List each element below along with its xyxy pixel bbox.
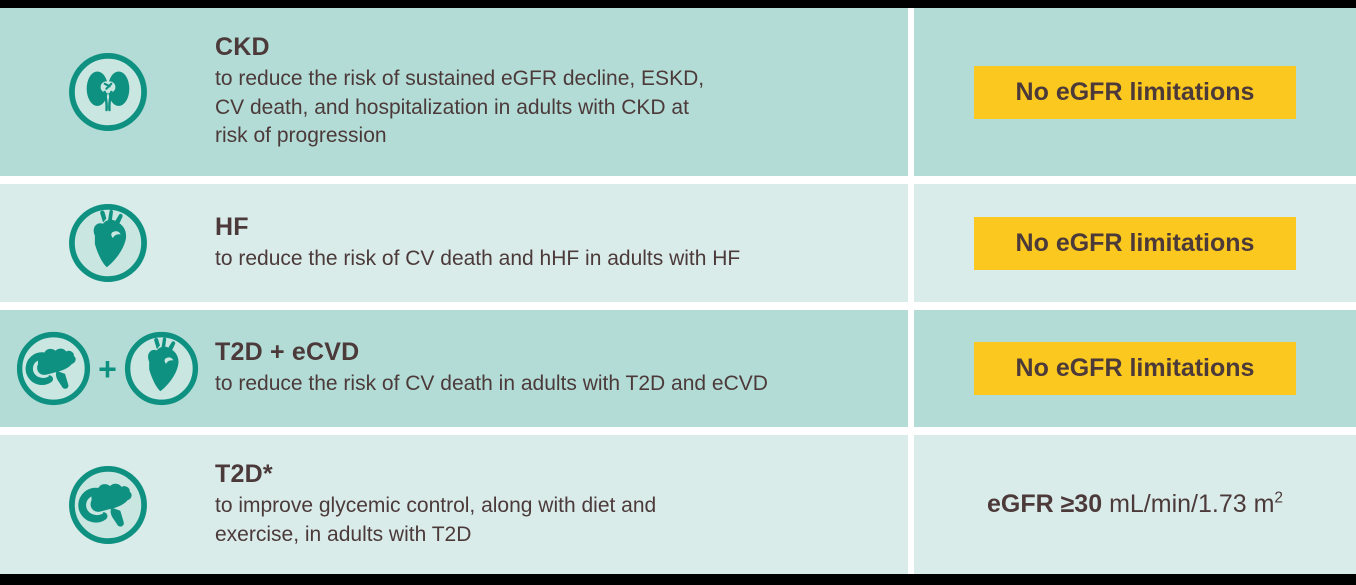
egfr-superscript: 2 — [1274, 489, 1284, 507]
pancreas-icon — [67, 464, 149, 546]
row-icon-cell — [0, 202, 215, 284]
row-text-cell: HF to reduce the risk of CV death and hH… — [215, 213, 760, 274]
indication-row-t2d-ecvd: + T2D + eCVD to reduce the risk of CV de… — [0, 310, 1356, 427]
row-title: T2D + eCVD — [215, 338, 360, 367]
row-icon-cell: + — [0, 330, 215, 407]
egfr-cell: No eGFR limitations — [914, 184, 1356, 302]
row-title: T2D* — [215, 459, 273, 488]
no-egfr-limitations-badge: No eGFR limitations — [973, 216, 1297, 270]
no-egfr-limitations-badge: No eGFR limitations — [973, 342, 1297, 395]
egfr-cell: No eGFR limitations — [914, 310, 1356, 427]
indication-row-t2d: T2D* to improve glycemic control, along … — [0, 435, 1356, 574]
heart-icon — [123, 330, 200, 407]
heart-icon — [67, 202, 149, 284]
egfr-threshold-unit: mL/min/1.73 m — [1102, 490, 1275, 518]
top-border-bar — [0, 0, 1356, 8]
egfr-cell: No eGFR limitations — [914, 8, 1356, 176]
row-description: to reduce the risk of CV death in adults… — [215, 372, 768, 396]
indication-row-ckd: CKD to reduce the risk of sustained eGFR… — [0, 8, 1356, 176]
indication-cell: + T2D + eCVD to reduce the risk of CV de… — [0, 310, 908, 427]
indication-cell: CKD to reduce the risk of sustained eGFR… — [0, 8, 908, 176]
indication-cell: HF to reduce the risk of CV death and hH… — [0, 184, 908, 302]
indication-rows: CKD to reduce the risk of sustained eGFR… — [0, 8, 1356, 574]
bottom-border-bar — [0, 574, 1356, 585]
indication-cell: T2D* to improve glycemic control, along … — [0, 435, 908, 574]
row-icon-cell — [0, 464, 215, 546]
pancreas-icon — [15, 330, 92, 407]
row-description: to improve glycemic control, along with … — [215, 493, 657, 546]
kidneys-icon — [67, 51, 149, 133]
egfr-threshold-bold: eGFR ≥30 — [986, 490, 1103, 518]
row-text-cell: T2D* to improve glycemic control, along … — [215, 460, 676, 549]
egfr-cell: eGFR ≥30 mL/min/1.73 m2 — [914, 435, 1356, 574]
row-title: CKD — [215, 33, 270, 62]
indication-row-hf: HF to reduce the risk of CV death and hH… — [0, 184, 1356, 302]
plus-separator: + — [98, 350, 117, 387]
row-description: to reduce the risk of sustained eGFR dec… — [215, 67, 705, 148]
row-icon-cell — [0, 51, 215, 133]
egfr-threshold-text: eGFR ≥30 mL/min/1.73 m2 — [987, 490, 1283, 519]
row-text-cell: CKD to reduce the risk of sustained eGFR… — [215, 33, 724, 151]
row-title: HF — [215, 212, 249, 241]
row-description: to reduce the risk of CV death and hHF i… — [215, 246, 741, 270]
row-text-cell: T2D + eCVD to reduce the risk of CV deat… — [215, 338, 788, 399]
no-egfr-limitations-badge: No eGFR limitations — [973, 65, 1297, 119]
